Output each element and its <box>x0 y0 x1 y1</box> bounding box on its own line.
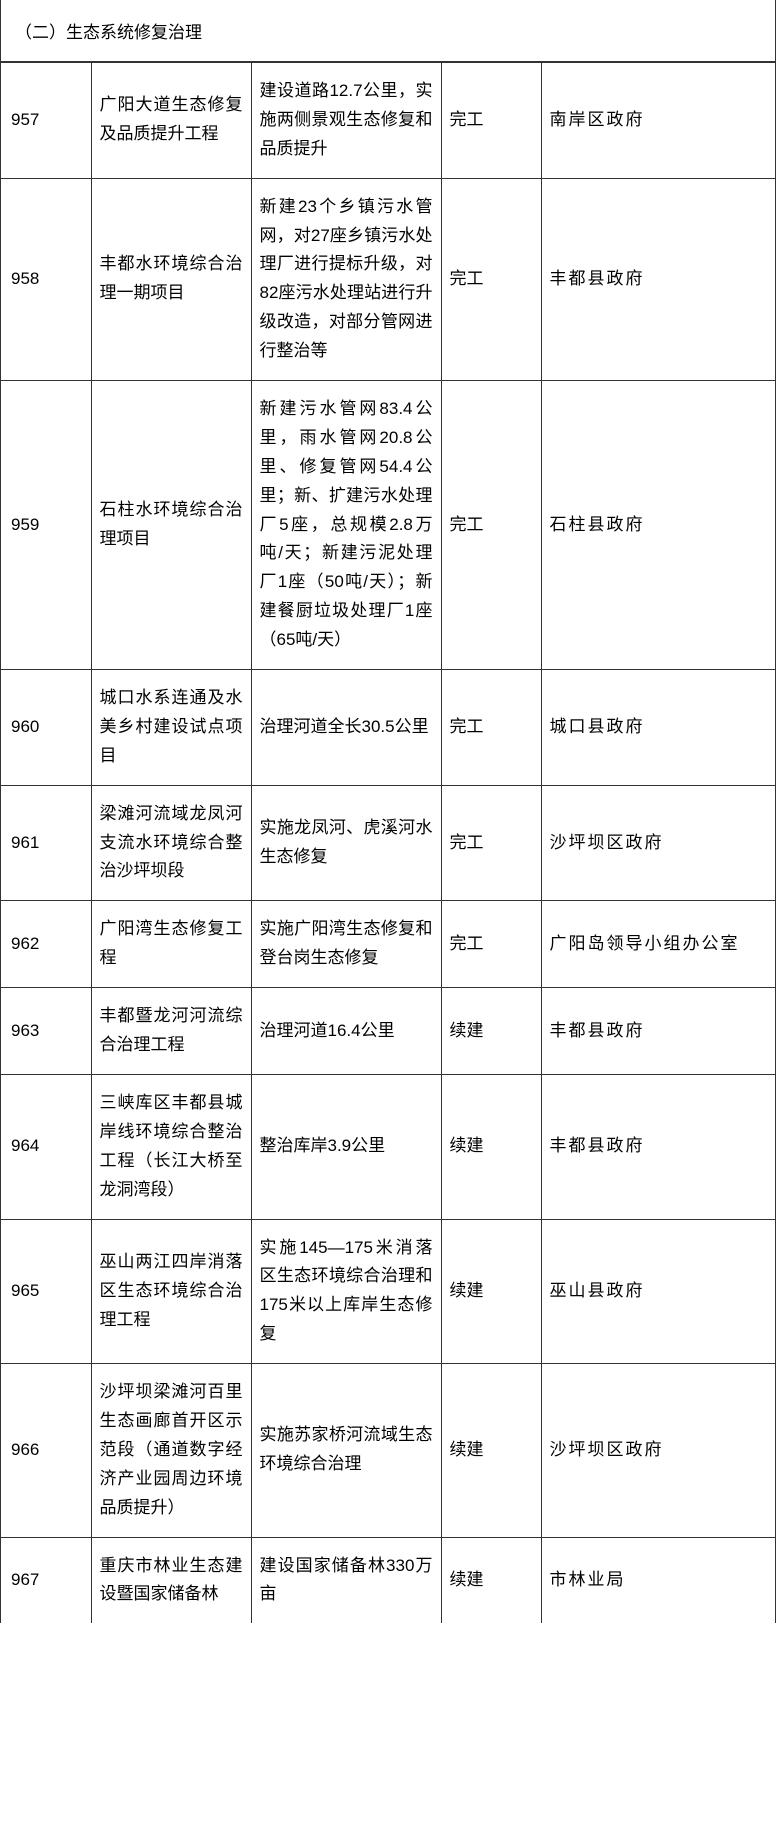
project-id: 957 <box>1 63 91 179</box>
table-row: 957广阳大道生态修复及品质提升工程建设道路12.7公里，实施两侧景观生态修复和… <box>1 63 775 179</box>
project-status: 续建 <box>441 1537 541 1623</box>
project-desc: 实施苏家桥河流域生态环境综合治理 <box>251 1364 441 1537</box>
project-owner: 石柱县政府 <box>541 381 775 670</box>
project-id: 958 <box>1 178 91 380</box>
table-row: 958丰都水环境综合治理一期项目新建23个乡镇污水管网，对27座乡镇污水处理厂进… <box>1 178 775 380</box>
project-name: 广阳大道生态修复及品质提升工程 <box>91 63 251 179</box>
table-row: 965巫山两江四岸消落区生态环境综合治理工程实施145—175米消落区生态环境综… <box>1 1219 775 1364</box>
table-row: 961梁滩河流域龙凤河支流水环境综合整治沙坪坝段实施龙凤河、虎溪河水生态修复完工… <box>1 785 775 901</box>
project-id: 962 <box>1 901 91 988</box>
projects-table: 957广阳大道生态修复及品质提升工程建设道路12.7公里，实施两侧景观生态修复和… <box>1 62 775 1623</box>
project-status: 完工 <box>441 670 541 786</box>
project-desc: 建设道路12.7公里，实施两侧景观生态修复和品质提升 <box>251 63 441 179</box>
project-name: 沙坪坝梁滩河百里生态画廊首开区示范段（通道数字经济产业园周边环境品质提升） <box>91 1364 251 1537</box>
project-id: 967 <box>1 1537 91 1623</box>
project-desc: 治理河道16.4公里 <box>251 988 441 1075</box>
project-status: 续建 <box>441 1074 541 1219</box>
project-id: 963 <box>1 988 91 1075</box>
table-row: 963丰都暨龙河河流综合治理工程治理河道16.4公里续建丰都县政府 <box>1 988 775 1075</box>
project-owner: 丰都县政府 <box>541 988 775 1075</box>
project-status: 完工 <box>441 63 541 179</box>
table-row: 959石柱水环境综合治理项目新建污水管网83.4公里，雨水管网20.8公里、修复… <box>1 381 775 670</box>
project-desc: 新建23个乡镇污水管网，对27座乡镇污水处理厂进行提标升级，对82座污水处理站进… <box>251 178 441 380</box>
project-owner: 巫山县政府 <box>541 1219 775 1364</box>
table-row: 962广阳湾生态修复工程实施广阳湾生态修复和登台岗生态修复完工广阳岛领导小组办公… <box>1 901 775 988</box>
project-name: 三峡库区丰都县城岸线环境综合整治工程（长江大桥至龙洞湾段） <box>91 1074 251 1219</box>
project-owner: 城口县政府 <box>541 670 775 786</box>
table-row: 967重庆市林业生态建设暨国家储备林建设国家储备林330万亩续建市林业局 <box>1 1537 775 1623</box>
project-id: 964 <box>1 1074 91 1219</box>
project-desc: 实施广阳湾生态修复和登台岗生态修复 <box>251 901 441 988</box>
section-header: （二）生态系统修复治理 <box>1 0 775 62</box>
project-status: 完工 <box>441 178 541 380</box>
project-name: 广阳湾生态修复工程 <box>91 901 251 988</box>
project-id: 965 <box>1 1219 91 1364</box>
project-status: 续建 <box>441 988 541 1075</box>
project-name: 石柱水环境综合治理项目 <box>91 381 251 670</box>
project-desc: 治理河道全长30.5公里 <box>251 670 441 786</box>
project-status: 续建 <box>441 1219 541 1364</box>
project-id: 966 <box>1 1364 91 1537</box>
project-name: 重庆市林业生态建设暨国家储备林 <box>91 1537 251 1623</box>
project-desc: 实施龙凤河、虎溪河水生态修复 <box>251 785 441 901</box>
table-row: 960城口水系连通及水美乡村建设试点项目治理河道全长30.5公里完工城口县政府 <box>1 670 775 786</box>
project-status: 完工 <box>441 901 541 988</box>
project-owner: 沙坪坝区政府 <box>541 1364 775 1537</box>
section-title: （二）生态系统修复治理 <box>15 23 202 42</box>
project-id: 959 <box>1 381 91 670</box>
project-name: 丰都水环境综合治理一期项目 <box>91 178 251 380</box>
project-name: 梁滩河流域龙凤河支流水环境综合整治沙坪坝段 <box>91 785 251 901</box>
project-status: 完工 <box>441 785 541 901</box>
project-owner: 广阳岛领导小组办公室 <box>541 901 775 988</box>
project-owner: 南岸区政府 <box>541 63 775 179</box>
project-desc: 建设国家储备林330万亩 <box>251 1537 441 1623</box>
project-name: 丰都暨龙河河流综合治理工程 <box>91 988 251 1075</box>
project-owner: 丰都县政府 <box>541 178 775 380</box>
table-row: 966沙坪坝梁滩河百里生态画廊首开区示范段（通道数字经济产业园周边环境品质提升）… <box>1 1364 775 1537</box>
project-owner: 沙坪坝区政府 <box>541 785 775 901</box>
project-status: 续建 <box>441 1364 541 1537</box>
project-owner: 市林业局 <box>541 1537 775 1623</box>
project-desc: 整治库岸3.9公里 <box>251 1074 441 1219</box>
project-desc: 实施145—175米消落区生态环境综合治理和175米以上库岸生态修复 <box>251 1219 441 1364</box>
project-id: 960 <box>1 670 91 786</box>
document-container: （二）生态系统修复治理 957广阳大道生态修复及品质提升工程建设道路12.7公里… <box>0 0 776 1623</box>
project-name: 巫山两江四岸消落区生态环境综合治理工程 <box>91 1219 251 1364</box>
project-owner: 丰都县政府 <box>541 1074 775 1219</box>
project-name: 城口水系连通及水美乡村建设试点项目 <box>91 670 251 786</box>
project-desc: 新建污水管网83.4公里，雨水管网20.8公里、修复管网54.4公里；新、扩建污… <box>251 381 441 670</box>
table-row: 964三峡库区丰都县城岸线环境综合整治工程（长江大桥至龙洞湾段）整治库岸3.9公… <box>1 1074 775 1219</box>
project-id: 961 <box>1 785 91 901</box>
project-status: 完工 <box>441 381 541 670</box>
